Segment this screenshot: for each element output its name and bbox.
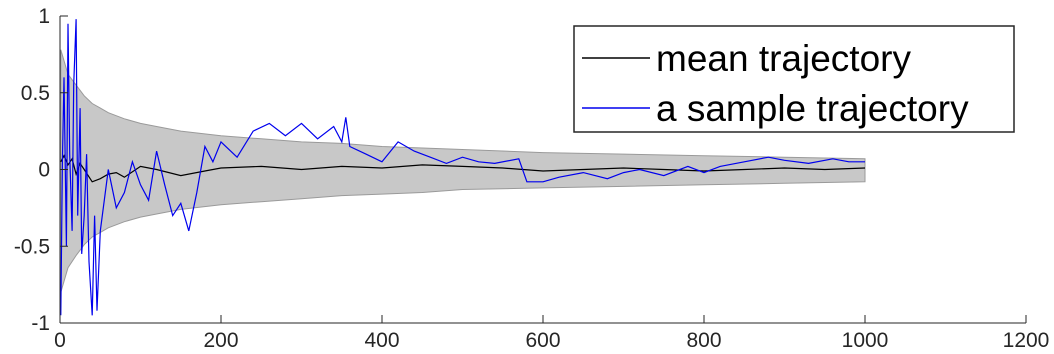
legend-box: [573, 25, 1015, 133]
x-ticks: 0 200 400 600 800 1000 1200: [54, 315, 1049, 352]
x-tick-label: 1000: [842, 329, 889, 352]
x-tick-label: 400: [364, 329, 399, 352]
plot-area: [60, 19, 866, 316]
x-tick-label: 600: [525, 329, 560, 352]
legend-label-0: mean trajectory: [656, 38, 911, 79]
series-line-1: [60, 19, 865, 316]
legend-items: mean trajectory a sample trajectory: [582, 38, 969, 129]
legend-label-1: a sample trajectory: [656, 88, 969, 129]
x-tick-label: 800: [686, 329, 721, 352]
y-ticks: -1 -0.5 0 0.5 1: [14, 5, 68, 335]
y-tick-label: -0.5: [14, 235, 50, 258]
axes: 0 200 400 600 800 1000 1200 -1 -0.5 0 0.5 1: [14, 5, 1050, 352]
y-tick-label: 0.5: [21, 82, 50, 105]
x-tick-label: 200: [203, 329, 238, 352]
series-line-0: [60, 154, 866, 183]
series-layer: [60, 19, 866, 316]
x-tick-label: 1200: [1003, 329, 1050, 352]
confidence-band: [60, 49, 866, 293]
x-tick-label: 0: [54, 329, 66, 352]
y-tick-label: -1: [31, 312, 50, 335]
legend: mean trajectory a sample trajectory: [573, 25, 1015, 133]
y-tick-label: 1: [38, 5, 50, 28]
y-tick-label: 0: [38, 159, 50, 182]
